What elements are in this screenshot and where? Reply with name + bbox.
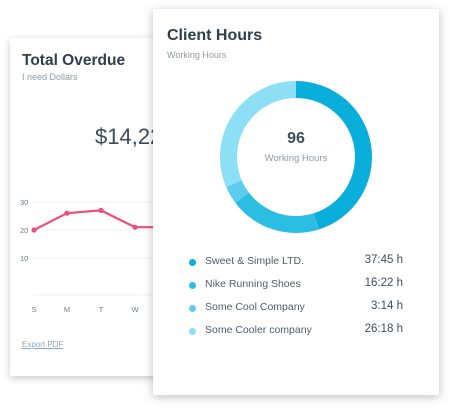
data-point — [98, 207, 104, 213]
data-point — [132, 224, 138, 230]
legend-item-nike[interactable]: Nike Running Shoes 16:22 h — [189, 276, 403, 299]
legend-item-sweet-simple[interactable]: Sweet & Simple LTD. 37:45 h — [189, 253, 403, 276]
legend-client-name: Sweet & Simple LTD. — [205, 255, 305, 267]
legend-client-time: 3:14 h — [371, 300, 403, 312]
overdue-card-title: Total Overdue — [22, 52, 126, 69]
donut-svg — [220, 81, 372, 234]
donut-total-label: Working Hours — [264, 153, 328, 164]
hours-donut-chart: 96 Working Hours — [219, 80, 373, 234]
legend-dot — [189, 282, 196, 289]
legend-client-time: 26:18 h — [364, 323, 403, 335]
x-tick-label: T — [99, 305, 104, 313]
x-tick-label: S — [31, 305, 36, 313]
legend-dot — [189, 305, 196, 312]
legend-item-some-cooler[interactable]: Some Cooler company 26:18 h — [189, 322, 403, 345]
donut-slice-2 — [235, 192, 319, 234]
y-tick-label: 10 — [20, 254, 28, 263]
client-hours-subtitle: Working Hours — [167, 50, 227, 60]
overdue-amount: $14,22 — [95, 124, 163, 149]
export-pdf-link[interactable]: Export PDF — [22, 340, 64, 349]
y-tick-label: 20 — [20, 226, 28, 235]
donut-slice-1 — [296, 81, 372, 230]
client-legend: Sweet & Simple LTD. 37:45 h Nike Running… — [189, 253, 403, 345]
x-tick-label: M — [64, 305, 70, 313]
legend-client-name: Some Cooler company — [205, 324, 312, 336]
donut-slice-4 — [220, 81, 296, 187]
legend-item-some-cool[interactable]: Some Cool Company 3:14 h — [189, 299, 403, 322]
overdue-card-subtitle: I need Dollars — [22, 72, 78, 82]
legend-client-name: Nike Running Shoes — [205, 278, 301, 290]
client-hours-title: Client Hours — [167, 27, 263, 44]
data-point — [64, 210, 70, 216]
y-tick-label: 30 — [20, 198, 28, 207]
legend-client-time: 16:22 h — [364, 277, 403, 289]
legend-dot — [189, 259, 196, 266]
legend-client-time: 37:45 h — [364, 254, 403, 266]
legend-dot — [189, 328, 196, 335]
legend-client-name: Some Cool Company — [205, 301, 305, 313]
data-point — [31, 227, 37, 233]
client-hours-card: Client Hours Working Hours 96 Working Ho… — [153, 9, 439, 395]
x-tick-label: W — [131, 305, 139, 313]
donut-total-value: 96 — [287, 130, 305, 147]
donut-slice-3 — [226, 180, 249, 203]
